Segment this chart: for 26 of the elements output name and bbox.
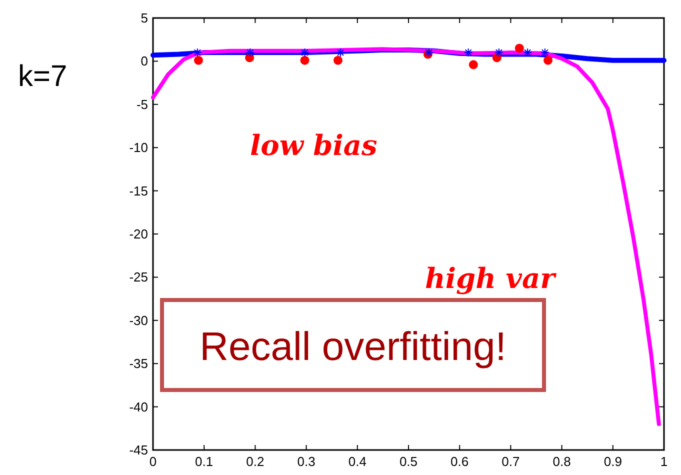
y-tick-label: -35 [129,356,148,372]
y-tick-label: -5 [136,96,148,112]
x-tick-label: 0.5 [399,454,418,469]
y-tick-label: -25 [129,270,148,285]
annotation: Recall overfitting! [200,325,506,369]
y-tick-label: 0 [140,54,148,69]
x-tick-label: 0.4 [348,454,366,469]
line-series [151,47,661,426]
y-tick-label: -10 [129,140,148,156]
y-tick-label: -40 [129,399,148,414]
x-tick-label: 0.9 [604,454,622,469]
x-tick-label: 0.7 [502,454,520,469]
x-tick-label: 0.1 [195,454,214,469]
annotation: high var [425,262,558,295]
y-tick-label: -15 [129,183,148,198]
x-tick-label: 1 [660,454,668,469]
y-tick-label: 5 [140,10,148,26]
text: k=7 [18,60,68,93]
y-tick-label: -45 [129,442,148,458]
x-tick-label: 0.3 [297,454,316,469]
annotation: low bias [250,129,378,162]
x-tick-label: 0.6 [450,454,469,469]
y-tick-label: -20 [129,226,148,242]
y-tick-label: -30 [129,312,148,328]
x-tick-label: 0.8 [552,454,571,469]
x-tick-label: 0.2 [246,454,264,469]
